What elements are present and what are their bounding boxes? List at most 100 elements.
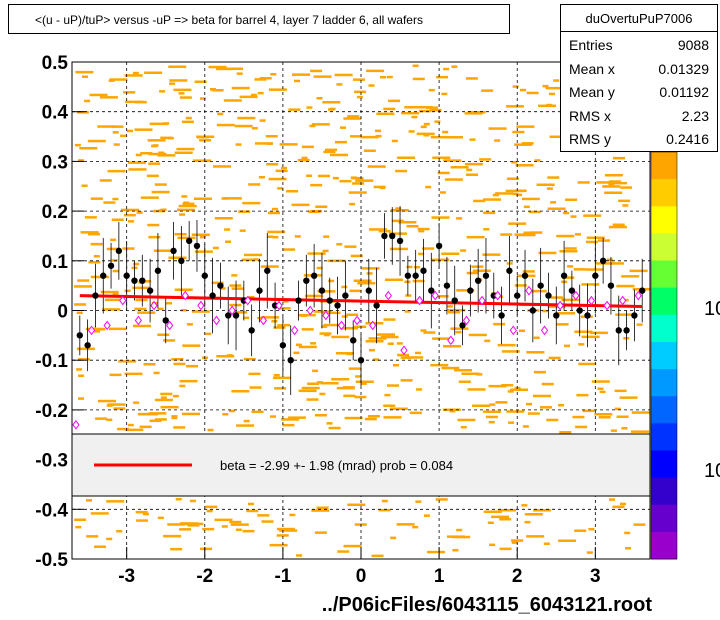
- background-cell: [598, 416, 611, 419]
- background-cell: [413, 266, 420, 269]
- background-cell: [319, 392, 326, 396]
- background-cell: [331, 378, 350, 381]
- background-cell: [618, 199, 631, 203]
- y-tick-label: 0.2: [42, 202, 68, 223]
- background-cell: [364, 417, 377, 421]
- data-point-diamond: [603, 300, 611, 311]
- background-cell: [549, 92, 555, 96]
- data-point-filled: [76, 332, 84, 339]
- background-cell: [534, 159, 541, 162]
- background-cell: [313, 75, 332, 78]
- background-cell: [412, 279, 425, 283]
- background-cell: [355, 380, 374, 383]
- background-cell: [430, 363, 449, 367]
- background-cell: [536, 183, 555, 186]
- background-cell: [301, 156, 308, 160]
- background-cell: [337, 550, 350, 553]
- background-cell: [258, 176, 265, 179]
- background-cell: [144, 71, 163, 74]
- y-tick-label: -0.1: [35, 351, 68, 372]
- background-cell: [404, 280, 411, 284]
- background-cell: [199, 235, 206, 239]
- data-point-filled: [303, 277, 310, 284]
- background-cell: [419, 109, 432, 113]
- data-point-filled: [107, 262, 115, 269]
- background-cell: [526, 351, 545, 354]
- background-cell: [229, 409, 236, 413]
- data-point-diamond: [197, 300, 205, 311]
- background-cell: [78, 159, 85, 162]
- data-point-diamond: [634, 290, 642, 301]
- background-cell: [174, 233, 187, 236]
- background-cell: [323, 150, 336, 154]
- background-cell: [148, 235, 161, 239]
- background-cell: [191, 310, 210, 313]
- background-cell: [384, 393, 391, 397]
- background-cell: [171, 358, 184, 361]
- background-cell: [447, 535, 465, 538]
- background-cell: [314, 414, 327, 417]
- background-cell: [311, 123, 330, 126]
- background-cell: [163, 534, 182, 538]
- background-cell: [194, 250, 213, 253]
- background-cell: [330, 153, 348, 157]
- background-cell: [323, 333, 330, 337]
- background-cell: [417, 227, 430, 231]
- background-cell: [493, 322, 506, 326]
- background-cell: [352, 182, 365, 185]
- background-cell: [322, 249, 329, 253]
- data-point-diamond: [306, 305, 314, 316]
- background-cell: [354, 90, 367, 94]
- data-point-filled: [279, 342, 287, 349]
- background-cell: [427, 550, 445, 554]
- background-cell: [385, 278, 403, 281]
- background-cell: [185, 116, 192, 120]
- background-cell: [248, 502, 254, 506]
- background-cell: [322, 311, 341, 315]
- background-cell: [75, 70, 94, 74]
- background-cell: [481, 89, 494, 92]
- background-cell: [174, 151, 193, 154]
- background-cell: [135, 298, 148, 302]
- background-cell: [268, 177, 287, 181]
- data-point-filled: [256, 287, 263, 294]
- plot-title: <(u - uP)/tuP> versus -uP => beta for ba…: [35, 13, 423, 27]
- background-cell: [182, 412, 200, 416]
- data-point-diamond: [244, 295, 252, 306]
- background-cell: [136, 519, 149, 522]
- background-cell: [212, 246, 219, 250]
- data-point-filled: [506, 267, 513, 274]
- background-cell: [252, 258, 259, 261]
- background-cell: [316, 381, 323, 384]
- background-cell: [631, 430, 649, 433]
- background-cell: [336, 83, 343, 86]
- background-cell: [415, 351, 422, 355]
- background-cell: [323, 235, 330, 238]
- data-point-filled: [638, 287, 646, 294]
- background-cell: [89, 93, 108, 97]
- background-cell: [112, 197, 119, 201]
- background-cell: [171, 416, 178, 420]
- background-cell: [383, 107, 396, 111]
- color-scale-cell: [651, 423, 677, 451]
- background-cell: [109, 78, 128, 81]
- background-cell: [456, 217, 463, 220]
- data-point-filled: [404, 272, 412, 279]
- background-cell: [448, 311, 460, 314]
- background-cell: [495, 192, 514, 195]
- background-cell: [347, 115, 360, 118]
- background-cell: [346, 313, 359, 316]
- background-cell: [74, 518, 87, 521]
- background-cell: [316, 97, 323, 100]
- background-cell: [104, 298, 123, 302]
- background-cell: [284, 323, 290, 327]
- background-cell: [437, 171, 450, 175]
- background-cell: [441, 366, 460, 370]
- background-cell: [297, 158, 310, 162]
- data-point-filled: [365, 287, 373, 294]
- stats-label: Mean y: [569, 84, 615, 100]
- background-cell: [526, 91, 539, 95]
- background-cell: [404, 310, 411, 313]
- stats-value: 0.01192: [659, 84, 709, 100]
- data-point-filled: [162, 317, 169, 324]
